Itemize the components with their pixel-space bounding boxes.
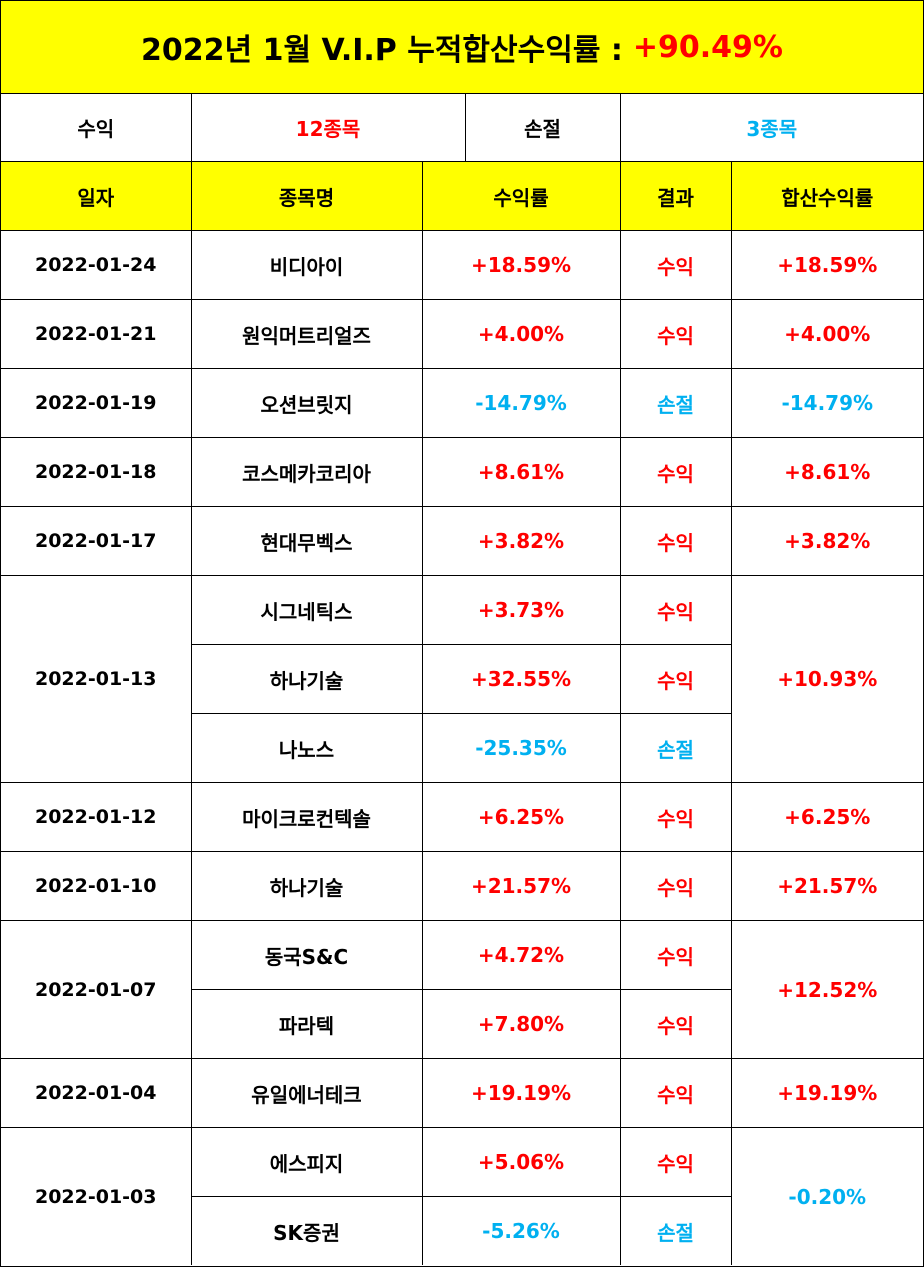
header-total: 합산수익률 xyxy=(730,162,923,231)
row-rate: +5.06% xyxy=(421,1127,621,1197)
summary-table: 수익 12종목 손절 3종목 xyxy=(1,94,923,162)
row-total: +10.93% xyxy=(730,575,923,783)
row-total: +8.61% xyxy=(730,437,923,507)
table-row: 2022-01-17 현대무벡스 +3.82% 수익 +3.82% xyxy=(1,506,923,576)
row-stock: 하나기술 xyxy=(190,851,423,921)
row-stock: 유일에너테크 xyxy=(190,1058,423,1128)
header-stock: 종목명 xyxy=(190,162,423,231)
row-stock: 동국S&C xyxy=(190,920,423,990)
row-stock: 에스피지 xyxy=(190,1127,423,1197)
row-total: -14.79% xyxy=(730,368,923,438)
table-row: 2022-01-24 비디아이 +18.59% 수익 +18.59% xyxy=(1,230,923,300)
table-row: 2022-01-13 시그네틱스 +3.73% 수익 +10.93% xyxy=(1,575,923,783)
row-date: 2022-01-07 xyxy=(1,920,192,1059)
row-rate: +32.55% xyxy=(421,644,621,714)
row-result: 수익 xyxy=(619,230,732,300)
header-rate: 수익률 xyxy=(421,162,621,231)
row-stock: 원익머트리얼즈 xyxy=(190,299,423,369)
row-rate: +18.59% xyxy=(421,230,621,300)
table-row: 2022-01-12 마이크로컨텍솔 +6.25% 수익 +6.25% xyxy=(1,782,923,852)
row-stock: 파라텍 xyxy=(191,989,423,1059)
row-date: 2022-01-19 xyxy=(1,368,192,438)
row-stock: 시그네틱스 xyxy=(190,575,423,645)
row-stock: 하나기술 xyxy=(191,644,423,714)
row-rate: +7.80% xyxy=(421,989,621,1059)
table-row: SK증권 -5.26% 손절 xyxy=(1,1196,923,1265)
row-result: 수익 xyxy=(619,644,731,714)
table-row: 하나기술 +32.55% 수익 xyxy=(1,644,923,714)
row-total: +6.25% xyxy=(730,782,923,852)
table-header-row: 일자 종목명 수익률 결과 합산수익률 xyxy=(1,162,923,231)
row-rate: +4.72% xyxy=(421,920,621,990)
row-result: 수익 xyxy=(619,437,732,507)
table-row: 2022-01-19 오션브릿지 -14.79% 손절 -14.79% xyxy=(1,368,923,438)
table-row: 나노스 -25.35% 손절 xyxy=(1,713,923,783)
summary-profit-label: 수익 xyxy=(1,94,192,162)
summary-row: 수익 12종목 손절 3종목 xyxy=(1,94,923,162)
row-rate: +8.61% xyxy=(421,437,621,507)
row-rate: -25.35% xyxy=(421,713,621,783)
table-row: 2022-01-10 하나기술 +21.57% 수익 +21.57% xyxy=(1,851,923,921)
row-result: 수익 xyxy=(619,920,732,990)
header-date: 일자 xyxy=(1,162,192,231)
row-date: 2022-01-13 xyxy=(1,575,192,783)
summary-profit-count: 12종목 xyxy=(190,94,466,162)
row-stock: 현대무벡스 xyxy=(190,506,423,576)
table-row: 2022-01-21 원익머트리얼즈 +4.00% 수익 +4.00% xyxy=(1,299,923,369)
row-stock: SK증권 xyxy=(191,1196,423,1265)
table-row: 2022-01-07 동국S&C +4.72% 수익 +12.52% xyxy=(1,920,923,1059)
row-result: 수익 xyxy=(619,506,732,576)
row-stock: 오션브릿지 xyxy=(190,368,423,438)
row-date: 2022-01-03 xyxy=(1,1127,192,1265)
row-result: 수익 xyxy=(619,851,732,921)
row-total: +3.82% xyxy=(730,506,923,576)
row-date: 2022-01-12 xyxy=(1,782,192,852)
header-result: 결과 xyxy=(619,162,732,231)
row-stock: 코스메카코리아 xyxy=(190,437,423,507)
row-result: 수익 xyxy=(619,989,731,1059)
row-date: 2022-01-04 xyxy=(1,1058,192,1128)
row-stock: 나노스 xyxy=(191,713,423,783)
row-date: 2022-01-18 xyxy=(1,437,192,507)
row-result: 수익 xyxy=(619,1058,732,1128)
row-result: 수익 xyxy=(619,575,732,645)
row-rate: +3.73% xyxy=(421,575,621,645)
row-result: 수익 xyxy=(619,299,732,369)
row-result: 수익 xyxy=(619,1127,732,1197)
row-stock: 마이크로컨텍솔 xyxy=(190,782,423,852)
row-rate: +6.25% xyxy=(421,782,621,852)
row-rate: +3.82% xyxy=(421,506,621,576)
row-stock: 비디아이 xyxy=(190,230,423,300)
row-date: 2022-01-17 xyxy=(1,506,192,576)
row-rate: -5.26% xyxy=(421,1196,621,1265)
row-result: 손절 xyxy=(619,713,731,783)
summary-loss-count: 3종목 xyxy=(619,94,923,162)
row-rate: +21.57% xyxy=(421,851,621,921)
row-total: +12.52% xyxy=(730,920,923,1059)
title-total-gain: +90.49% xyxy=(632,29,783,65)
row-date: 2022-01-10 xyxy=(1,851,192,921)
row-date: 2022-01-21 xyxy=(1,299,192,369)
title-text: 2022년 1월 V.I.P 누적합산수익률 : xyxy=(141,33,623,68)
row-total: +21.57% xyxy=(730,851,923,921)
row-result: 손절 xyxy=(619,368,732,438)
results-table: 일자 종목명 수익률 결과 합산수익률 2022-01-24 비디아이 +18.… xyxy=(1,162,923,1265)
row-total: +19.19% xyxy=(730,1058,923,1128)
row-rate: +19.19% xyxy=(421,1058,621,1128)
row-rate: +4.00% xyxy=(421,299,621,369)
table-row: 2022-01-03 에스피지 +5.06% 수익 -0.20% xyxy=(1,1127,923,1265)
row-result: 손절 xyxy=(619,1196,731,1265)
row-date: 2022-01-24 xyxy=(1,230,192,300)
row-result: 수익 xyxy=(619,782,732,852)
table-row: 2022-01-18 코스메카코리아 +8.61% 수익 +8.61% xyxy=(1,437,923,507)
row-total: -0.20% xyxy=(730,1127,923,1265)
table-row: 2022-01-04 유일에너테크 +19.19% 수익 +19.19% xyxy=(1,1058,923,1128)
row-total: +18.59% xyxy=(730,230,923,300)
row-rate: -14.79% xyxy=(421,368,621,438)
page-title: 2022년 1월 V.I.P 누적합산수익률 : +90.49% xyxy=(1,1,923,94)
summary-loss-label: 손절 xyxy=(464,94,621,162)
row-total: +4.00% xyxy=(730,299,923,369)
